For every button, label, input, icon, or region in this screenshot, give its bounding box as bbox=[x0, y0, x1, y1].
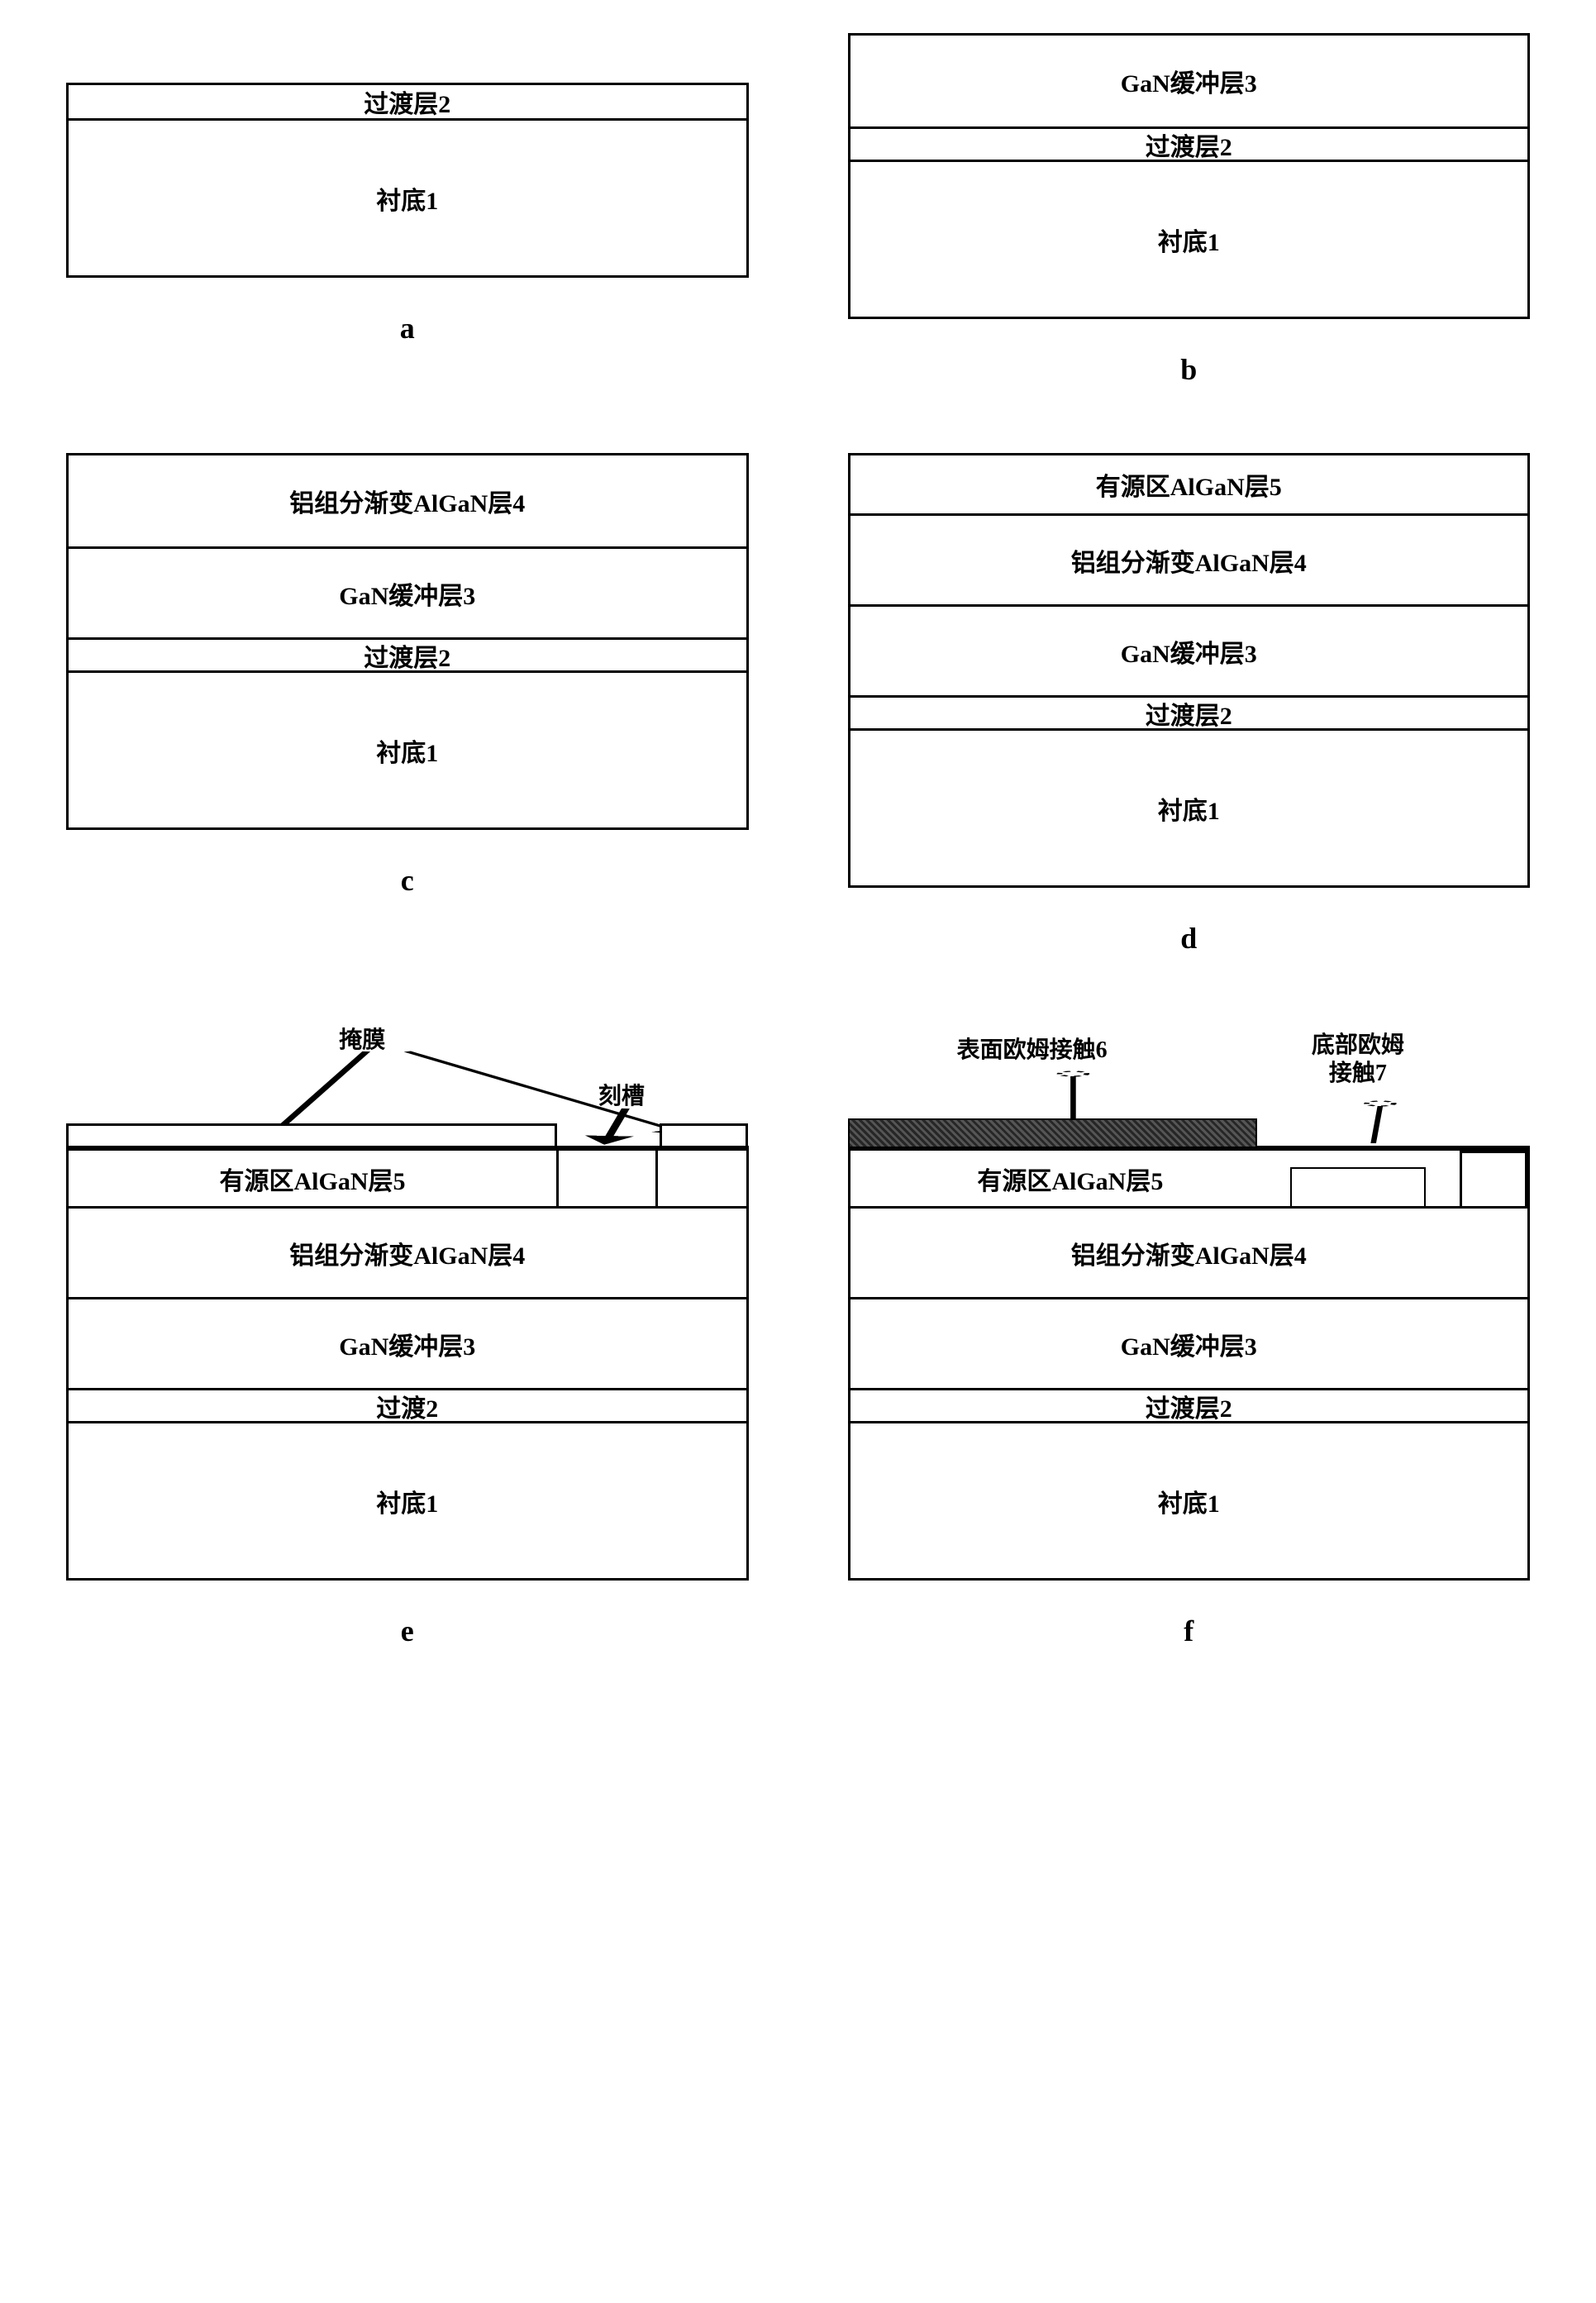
panel-a-stack: 衬底1 过渡层2 bbox=[66, 83, 749, 278]
panel-f: 表面欧姆接触6 底部欧姆 接触7 衬底1 过渡层2 GaN缓冲层3 铝组分渐变A… bbox=[848, 1022, 1531, 1648]
layer-transition: 过渡层2 bbox=[850, 695, 1528, 728]
panel-b-label: b bbox=[1180, 352, 1197, 387]
layer-transition: 过渡2 bbox=[69, 1388, 746, 1421]
layer-buffer: GaN缓冲层3 bbox=[850, 36, 1528, 126]
panel-d-label: d bbox=[1180, 921, 1197, 956]
layer-substrate: 衬底1 bbox=[69, 1421, 746, 1578]
panel-b-stack: 衬底1 过渡层2 GaN缓冲层3 bbox=[848, 33, 1531, 319]
surface-contact-label: 表面欧姆接触6 bbox=[957, 1032, 1108, 1065]
surface-ohmic-contact bbox=[848, 1118, 1257, 1148]
layer-substrate: 衬底1 bbox=[69, 118, 746, 275]
layer-graded: 铝组分渐变AlGaN层4 bbox=[850, 513, 1528, 604]
layer-substrate: 衬底1 bbox=[69, 670, 746, 827]
bottom-contact-label: 底部欧姆 接触7 bbox=[1312, 1032, 1404, 1087]
layer-substrate: 衬底1 bbox=[850, 160, 1528, 317]
layer-transition: 过渡层2 bbox=[69, 637, 746, 670]
layer-buffer: GaN缓冲层3 bbox=[850, 1297, 1528, 1388]
mask-gap bbox=[557, 1123, 660, 1148]
bottom-ohmic-contact bbox=[1290, 1167, 1426, 1206]
layer-graded: 铝组分渐变AlGaN层4 bbox=[69, 1206, 746, 1297]
layer-active: 有源区AlGaN层5 bbox=[850, 455, 1528, 513]
blank-residual bbox=[1460, 1151, 1527, 1206]
panel-a: 衬底1 过渡层2 a bbox=[66, 83, 749, 387]
layer-graded: 铝组分渐变AlGaN层4 bbox=[850, 1206, 1528, 1297]
layer-active: 有源区AlGaN层5 bbox=[850, 1151, 1291, 1206]
panel-d-stack: 衬底1 过渡层2 GaN缓冲层3 铝组分渐变AlGaN层4 有源区AlGaN层5 bbox=[848, 453, 1531, 888]
layer-transition: 过渡层2 bbox=[69, 85, 746, 118]
panel-b: 衬底1 过渡层2 GaN缓冲层3 b bbox=[848, 33, 1531, 387]
layer-graded: 铝组分渐变AlGaN层4 bbox=[69, 455, 746, 546]
panel-e-stack: 衬底1 过渡2 GaN缓冲层3 铝组分渐变AlGaN层4 有源区AlGaN层5 bbox=[66, 1146, 749, 1581]
layer-transition: 过渡层2 bbox=[850, 1388, 1528, 1421]
layer-active-right bbox=[658, 1151, 746, 1206]
panel-e: 掩膜 刻槽 衬底1 过渡2 GaN缓冲层3 铝组分渐变AlGaN层4 有源区Al… bbox=[66, 1022, 749, 1648]
layer-substrate: 衬底1 bbox=[850, 728, 1528, 885]
panel-c-stack: 衬底1 过渡层2 GaN缓冲层3 铝组分渐变AlGaN层4 bbox=[66, 453, 749, 830]
layer-buffer: GaN缓冲层3 bbox=[69, 1297, 746, 1388]
panel-e-label: e bbox=[401, 1614, 414, 1648]
layer-buffer: GaN缓冲层3 bbox=[850, 604, 1528, 695]
layer-active-left: 有源区AlGaN层5 bbox=[69, 1151, 556, 1206]
panel-e-active-row: 有源区AlGaN层5 bbox=[69, 1148, 746, 1206]
etched-groove bbox=[556, 1151, 658, 1206]
panel-f-contact-row bbox=[848, 1118, 1531, 1148]
mask-label: 掩膜 bbox=[339, 1022, 385, 1055]
gap bbox=[1426, 1151, 1460, 1206]
groove-label: 刻槽 bbox=[598, 1078, 645, 1111]
panel-e-mask-row bbox=[66, 1123, 749, 1148]
panel-c-label: c bbox=[401, 863, 414, 898]
panel-d: 衬底1 过渡层2 GaN缓冲层3 铝组分渐变AlGaN层4 有源区AlGaN层5… bbox=[848, 453, 1531, 956]
layer-transition: 过渡层2 bbox=[850, 126, 1528, 160]
panel-f-stack: 衬底1 过渡层2 GaN缓冲层3 铝组分渐变AlGaN层4 有源区AlGaN层5 bbox=[848, 1146, 1531, 1581]
mask-left bbox=[66, 1123, 557, 1148]
panel-a-label: a bbox=[400, 311, 415, 346]
diagram-grid: 衬底1 过渡层2 a 衬底1 过渡层2 GaN缓冲层3 b 衬底1 过渡层2 G… bbox=[66, 33, 1530, 1648]
layer-substrate: 衬底1 bbox=[850, 1421, 1528, 1578]
panel-c: 衬底1 过渡层2 GaN缓冲层3 铝组分渐变AlGaN层4 c bbox=[66, 453, 749, 956]
mask-right bbox=[660, 1123, 748, 1148]
panel-f-label: f bbox=[1184, 1614, 1193, 1648]
panel-f-active-row: 有源区AlGaN层5 bbox=[850, 1148, 1528, 1206]
layer-buffer: GaN缓冲层3 bbox=[69, 546, 746, 637]
